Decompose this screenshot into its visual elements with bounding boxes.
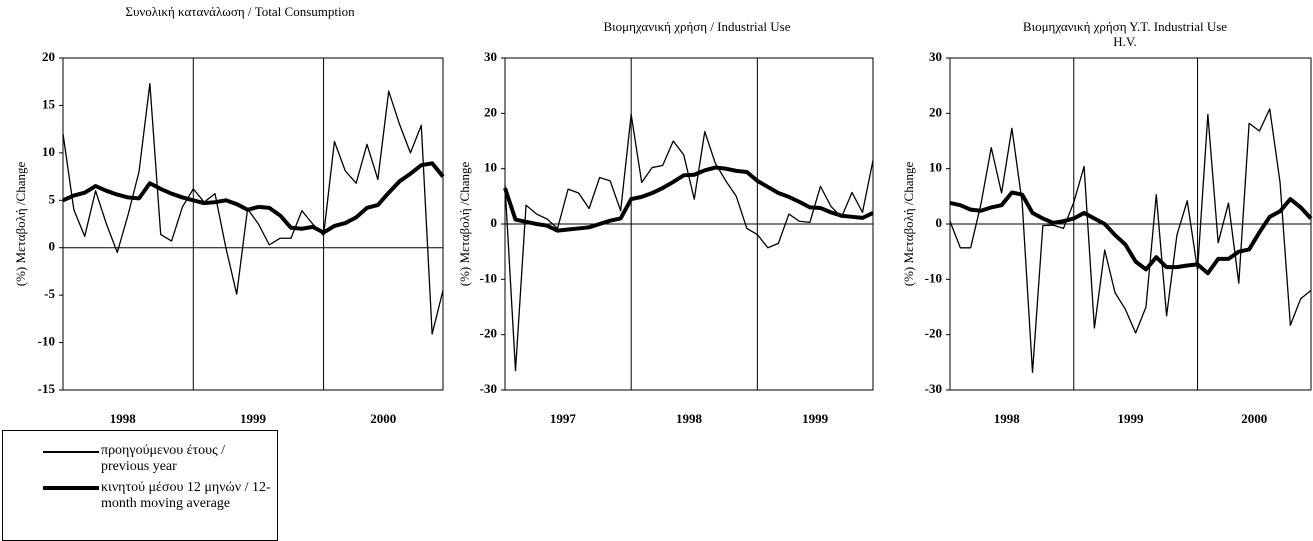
y-tick-label: 20 [42, 49, 55, 64]
y-tick-label: 20 [929, 104, 942, 119]
y-tick-label: -10 [480, 270, 497, 285]
y-tick-label: -30 [925, 381, 942, 396]
x-tick-label: 1998 [110, 411, 137, 426]
y-tick-label: 0 [491, 215, 498, 230]
legend-label: κινητού μέσου 12 μηνών / 12-month moving… [101, 480, 271, 511]
x-tick-label: 1999 [240, 411, 267, 426]
chart-title: Συνολική κατανάλωση / Total Consumption [125, 4, 355, 19]
y-tick-label: 30 [484, 49, 497, 64]
y-tick-label: 20 [484, 104, 497, 119]
series-line [503, 165, 874, 233]
y-tick-label: -15 [38, 381, 56, 396]
chart-title: Βιομηχανική χρήση / Industrial Use [603, 19, 791, 34]
y-tick-label: -30 [480, 381, 497, 396]
y-axis-label: (%) Μεταβολή /Change [901, 162, 916, 287]
chart-title: Βιομηχανική χρήση Υ.Τ. Industrial Use H.… [1022, 19, 1228, 49]
y-tick-label: 5 [49, 191, 56, 206]
plot-frame [62, 57, 444, 391]
y-tick-label: -20 [925, 326, 942, 341]
legend-line-thick [43, 486, 99, 490]
x-tick-label: 2000 [1241, 411, 1267, 426]
series-line [62, 82, 444, 335]
legend: προηγούμενου έτους / previous year κινητ… [2, 430, 278, 541]
y-tick-label: -20 [480, 326, 497, 341]
y-tick-label: 0 [49, 239, 56, 254]
y-tick-label: -10 [925, 270, 942, 285]
x-tick-label: 2000 [370, 411, 396, 426]
y-tick-label: 10 [484, 160, 497, 175]
series-line [949, 108, 1312, 373]
series-line [949, 190, 1313, 276]
series-line [62, 161, 445, 235]
y-tick-label: 15 [42, 96, 56, 111]
x-tick-label: 1999 [1118, 411, 1145, 426]
y-tick-label: -10 [38, 334, 55, 349]
y-tick-label: -5 [44, 286, 55, 301]
x-tick-label: 1998 [994, 411, 1021, 426]
series-line [504, 113, 874, 372]
y-tick-label: 0 [936, 215, 943, 230]
y-tick-label: 10 [929, 160, 942, 175]
legend-label: προηγούμενου έτους / previous year [101, 443, 226, 474]
y-tick-label: 10 [42, 144, 55, 159]
x-tick-label: 1997 [550, 411, 577, 426]
legend-line-thin [43, 451, 99, 453]
x-tick-label: 1999 [802, 411, 829, 426]
y-axis-label: (%) Μεταβολή /Change [13, 162, 28, 287]
y-tick-label: 30 [929, 49, 942, 64]
x-tick-label: 1998 [676, 411, 703, 426]
y-axis-label: (%) Μεταβολή /Change [457, 162, 472, 287]
